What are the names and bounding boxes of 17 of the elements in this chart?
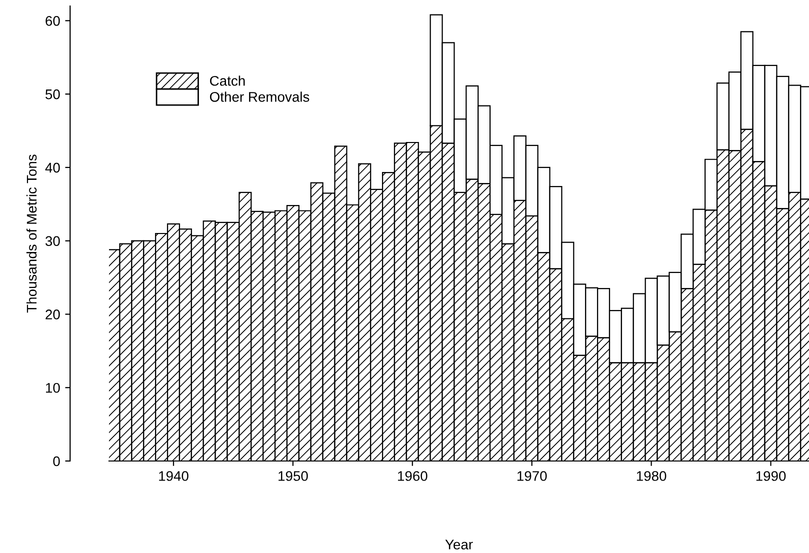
x-tick-label: 1980 — [636, 471, 666, 481]
y-tick-label: 30 — [45, 236, 60, 246]
y-tick-label: 40 — [45, 162, 60, 173]
x-tick-label: 1990 — [756, 471, 786, 481]
x-tick-label: 1950 — [278, 471, 308, 481]
x-tick-label: 1970 — [517, 471, 547, 481]
y-tick-label: 60 — [46, 16, 60, 26]
x-tick-label: 1940 — [159, 471, 188, 481]
legend-label: Other Removals — [210, 92, 310, 102]
y-tick-label: 50 — [45, 89, 60, 100]
x-tick-label: 1960 — [398, 471, 428, 481]
y-tick-label: 20 — [46, 310, 60, 320]
y-tick-label: 10 — [46, 382, 60, 393]
legend-label: Catch — [210, 76, 245, 86]
y-axis-title: Thousands of Metric Tons — [26, 154, 37, 313]
x-axis-title: Year — [445, 540, 473, 550]
y-tick-label: 0 — [53, 456, 60, 466]
